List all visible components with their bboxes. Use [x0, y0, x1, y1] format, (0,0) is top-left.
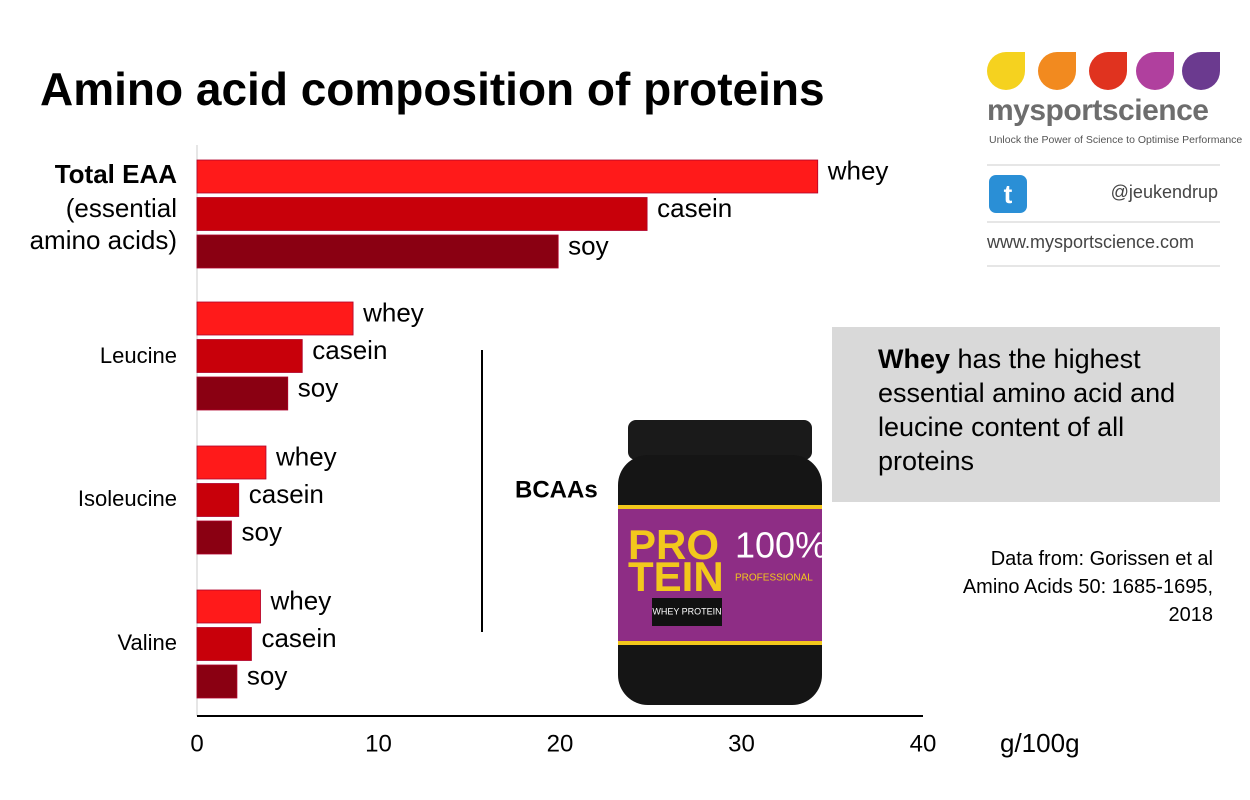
- product-jar: [618, 420, 822, 705]
- x-tick-label: 30: [728, 730, 755, 757]
- brand-name: mysportscience: [987, 94, 1209, 127]
- series-label: whey: [270, 585, 332, 615]
- bar: [196, 234, 559, 269]
- x-axis-label: g/100g: [1000, 728, 1080, 758]
- product-percent: 100%: [735, 525, 827, 566]
- callout-box: [832, 327, 1220, 502]
- bar: [196, 483, 240, 517]
- series-label: soy: [298, 372, 338, 402]
- series-label: casein: [657, 193, 732, 223]
- chart-title: Amino acid composition of proteins: [40, 63, 825, 115]
- series-label: whey: [827, 155, 889, 185]
- product-grade: PROFESSIONAL: [735, 573, 813, 584]
- url: www.mysportscience.com: [987, 232, 1195, 252]
- bar: [196, 159, 819, 194]
- twitter-icon: [989, 175, 1027, 213]
- category-label: Total EAA: [55, 159, 178, 189]
- bar: [196, 339, 303, 373]
- category-label: Valine: [117, 630, 177, 655]
- bar: [196, 376, 289, 411]
- bar: [196, 627, 252, 661]
- product-kind: WHEY PROTEIN: [652, 606, 721, 616]
- separators: [987, 164, 1220, 267]
- category-note: (essential amino acids): [29, 193, 177, 255]
- bar: [196, 445, 267, 480]
- bar: [196, 520, 232, 555]
- series-label: soy: [247, 660, 287, 690]
- bar: [196, 589, 261, 624]
- callout: Whey has the highest essential amino aci…: [832, 342, 1223, 478]
- series-label: soy: [568, 230, 608, 260]
- series-label: whey: [362, 297, 424, 327]
- x-tick-label: 20: [547, 730, 574, 757]
- callout-text: has the highest essential amino acid and…: [878, 344, 1176, 476]
- category-label: Leucine: [100, 343, 177, 368]
- product-brand: TEIN: [628, 553, 724, 600]
- brand-tagline: Unlock the Power of Science to Optimise …: [989, 134, 1243, 146]
- bar: [196, 301, 354, 336]
- series-label: casein: [249, 479, 324, 509]
- x-tick-label: 10: [365, 730, 392, 757]
- source: Data from: Gorissen et al Amino Acids 50…: [962, 548, 1213, 626]
- handle: @jeukendrup: [1110, 182, 1218, 202]
- logo-drops: [987, 52, 1220, 90]
- product-brand: PRO: [628, 521, 719, 568]
- category-label: Isoleucine: [78, 486, 177, 511]
- series-label: soy: [241, 516, 281, 546]
- bracket-label: BCAAs: [515, 476, 598, 503]
- series-label: casein: [312, 335, 387, 365]
- x-tick-label: 0: [190, 730, 203, 757]
- x-tick-label: 40: [910, 730, 937, 757]
- series-label: casein: [261, 623, 336, 653]
- bar: [196, 664, 238, 699]
- bar: [196, 197, 648, 231]
- twitter-glyph: t: [1004, 179, 1013, 209]
- series-label: whey: [275, 441, 337, 471]
- callout-bold: Whey: [878, 344, 951, 374]
